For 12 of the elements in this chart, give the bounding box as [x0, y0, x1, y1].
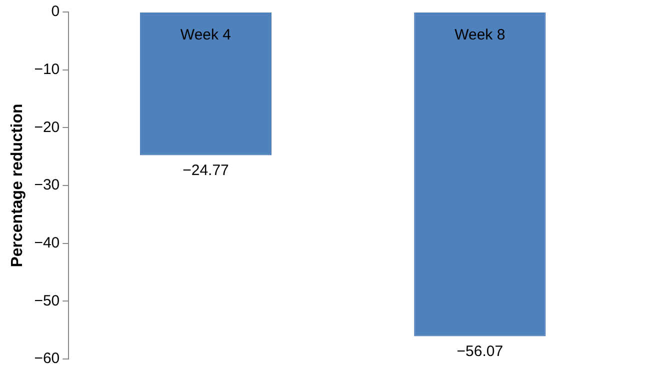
y-tick-label: −60: [34, 350, 60, 368]
x-tick-label: Week 8: [454, 26, 506, 44]
data-label: −56.07: [456, 342, 504, 360]
data-label: −24.77: [182, 162, 229, 179]
y-tick-label: −20: [34, 118, 60, 136]
y-tick-label: 0: [51, 3, 60, 20]
y-tick-label: −10: [34, 60, 60, 78]
y-tick-label: −40: [34, 234, 60, 252]
x-tick-label: Week 4: [180, 26, 232, 44]
y-tick-label: −30: [34, 176, 60, 194]
y-tick-label: −50: [34, 292, 60, 310]
y-axis-title: Percentage reduction: [9, 104, 26, 268]
